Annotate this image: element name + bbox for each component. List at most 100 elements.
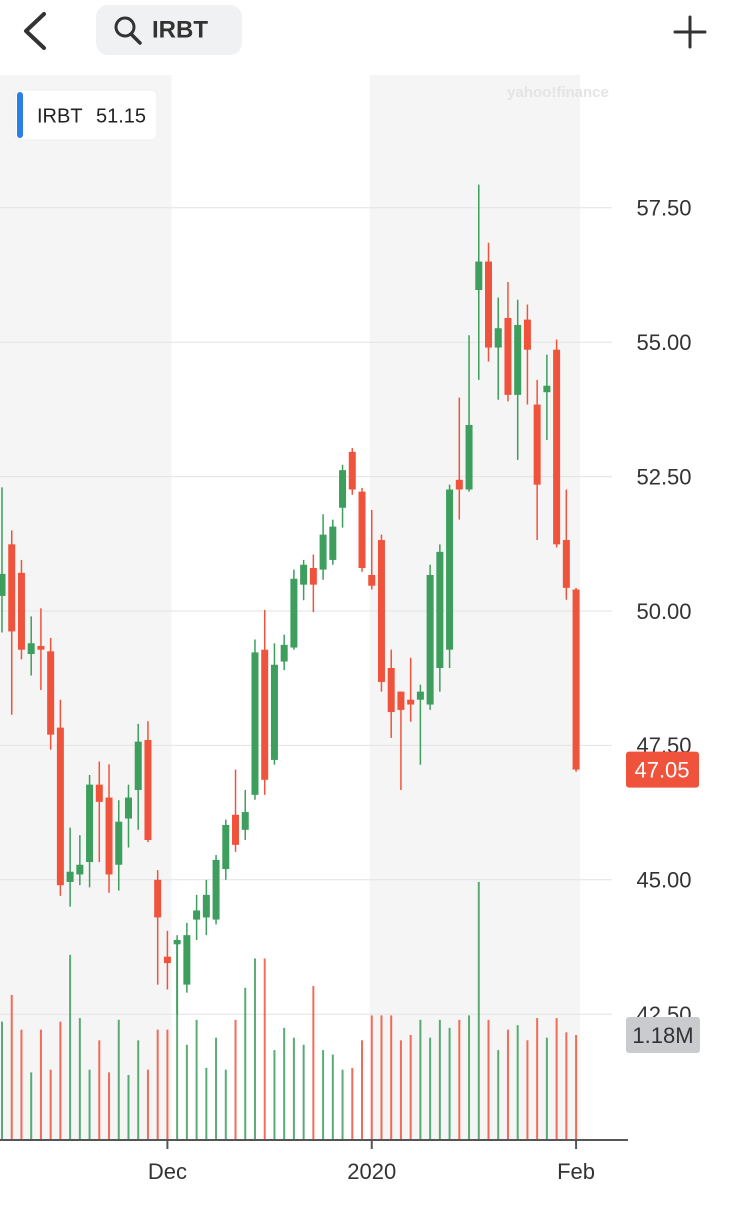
volume-badge [626, 1016, 700, 1053]
candle-body [300, 564, 308, 585]
candle-body [397, 691, 405, 710]
volume-bar [30, 1072, 33, 1140]
candle-body [407, 699, 415, 705]
volume-bar [506, 1029, 509, 1140]
volume-bar [49, 1069, 52, 1140]
candle-body [319, 534, 327, 570]
candle-body [280, 644, 288, 662]
back-button[interactable] [24, 12, 46, 50]
volume-bar [555, 1018, 558, 1140]
candle-body [358, 491, 366, 568]
y-tick-label: 45.00 [636, 868, 691, 893]
volume-bar [468, 1015, 471, 1140]
volume-bar [292, 1037, 295, 1140]
candle-body [261, 649, 269, 780]
candle-body [475, 261, 483, 291]
volume-bar [78, 1018, 81, 1140]
volume-bar [477, 881, 480, 1140]
volume-bar [185, 1044, 188, 1140]
search-icon [129, 32, 142, 45]
volume-bar [234, 1019, 237, 1140]
volume-bar [244, 987, 247, 1140]
volume-bar [448, 1027, 451, 1140]
volume-bar [98, 1040, 101, 1140]
candle-body [232, 814, 240, 845]
search-box[interactable] [96, 5, 242, 55]
volume-bar [429, 1037, 432, 1140]
candle-body [251, 652, 259, 795]
candle-body [465, 424, 473, 490]
legend-swatch [17, 92, 23, 138]
search-icon [114, 16, 136, 38]
y-tick-label: 55.00 [636, 330, 691, 355]
candle-body [426, 574, 434, 705]
volume-bar [438, 1019, 441, 1140]
price-badge [626, 751, 699, 788]
volume-bar [458, 1019, 461, 1140]
volume-bar [137, 1040, 140, 1140]
month-shade [0, 75, 172, 1140]
candle-body [173, 940, 181, 945]
volume-bar [380, 1015, 383, 1140]
candle-body [202, 894, 210, 918]
volume-bar [283, 1027, 286, 1140]
candle-body [66, 871, 74, 882]
volume-bar [263, 958, 266, 1140]
y-tick-label: 57.50 [636, 196, 691, 221]
month-shade [369, 75, 581, 1140]
candle-body [416, 691, 424, 700]
legend-name: IRBT [37, 105, 83, 127]
candle-body [329, 526, 337, 560]
volume-bar [370, 1015, 373, 1140]
volume-bar [39, 1029, 42, 1140]
volume-bar [390, 1015, 393, 1140]
candle-body [455, 479, 463, 490]
volume-bar [497, 1050, 500, 1140]
candle-body [115, 821, 123, 865]
candle-body [86, 784, 94, 863]
volume-bar [545, 1037, 548, 1140]
volume-bar [341, 1069, 344, 1140]
x-tick-label: 2020 [347, 1159, 396, 1184]
candle-body [368, 574, 376, 586]
candle-body [446, 489, 454, 650]
candle-body [154, 879, 162, 918]
candle-body [76, 864, 84, 875]
candle-body [309, 567, 317, 585]
volume-bar [69, 954, 72, 1140]
volume-bar [399, 1040, 402, 1140]
volume-bar [215, 1037, 218, 1140]
volume-bar [127, 1075, 130, 1140]
volume-bar [146, 1069, 149, 1140]
volume-bar [205, 1067, 208, 1140]
candle-body [553, 349, 561, 545]
candle-body [436, 551, 444, 668]
volume-badge-label: 1.18M [632, 1023, 693, 1048]
candle-body [105, 797, 113, 875]
add-button[interactable] [673, 15, 707, 49]
volume-bar [361, 1040, 364, 1140]
x-tick-label: Dec [148, 1159, 187, 1184]
candle-body [95, 784, 103, 802]
candle-body [494, 328, 502, 348]
candle-body [0, 573, 6, 596]
volume-bar [253, 958, 256, 1140]
candle-body [348, 451, 356, 490]
volume-bar [487, 1019, 490, 1140]
volume-bar [312, 986, 315, 1140]
candle-body [387, 667, 395, 713]
candle-body [290, 578, 298, 648]
candle-body [543, 385, 551, 393]
candle-body [222, 824, 230, 870]
volume-bar [419, 1019, 422, 1140]
volume-bar [575, 1034, 578, 1140]
volume-bar [195, 1019, 198, 1140]
legend-box [14, 89, 158, 141]
volume-bar [10, 994, 13, 1140]
candle-body [339, 470, 347, 508]
search-query: IRBT [152, 16, 208, 43]
volume-bar [117, 1019, 120, 1140]
candle-body [562, 540, 570, 588]
